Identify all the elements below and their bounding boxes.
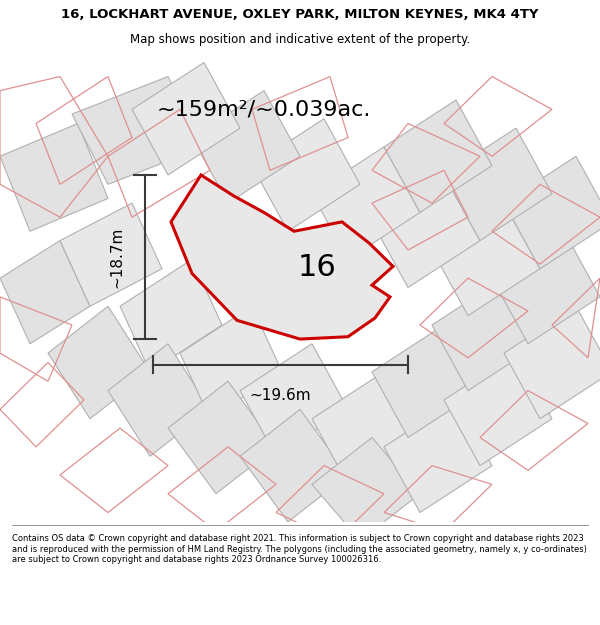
Text: ~159m²/~0.039ac.: ~159m²/~0.039ac. (157, 99, 371, 119)
Polygon shape (312, 147, 420, 259)
Polygon shape (444, 353, 552, 466)
Polygon shape (492, 231, 600, 344)
Polygon shape (171, 175, 393, 339)
Polygon shape (180, 306, 282, 419)
Polygon shape (240, 344, 348, 456)
Polygon shape (312, 438, 420, 541)
Text: Contains OS data © Crown copyright and database right 2021. This information is : Contains OS data © Crown copyright and d… (12, 534, 587, 564)
Polygon shape (240, 409, 348, 522)
Polygon shape (132, 62, 240, 175)
Polygon shape (432, 203, 540, 316)
Polygon shape (72, 76, 204, 184)
Polygon shape (504, 156, 600, 269)
Text: ~18.7m: ~18.7m (109, 226, 124, 288)
Polygon shape (372, 175, 480, 288)
Polygon shape (60, 203, 162, 306)
Polygon shape (372, 325, 480, 437)
Polygon shape (384, 100, 492, 212)
Polygon shape (432, 278, 540, 391)
Polygon shape (48, 306, 150, 419)
Polygon shape (384, 400, 492, 512)
Polygon shape (312, 372, 420, 484)
Polygon shape (444, 128, 552, 241)
Polygon shape (120, 259, 222, 372)
Text: 16: 16 (298, 253, 336, 282)
Polygon shape (252, 119, 360, 231)
Polygon shape (168, 381, 276, 494)
Polygon shape (108, 344, 210, 456)
Text: 16, LOCKHART AVENUE, OXLEY PARK, MILTON KEYNES, MK4 4TY: 16, LOCKHART AVENUE, OXLEY PARK, MILTON … (61, 8, 539, 21)
Text: ~19.6m: ~19.6m (250, 388, 311, 402)
Polygon shape (0, 241, 90, 344)
Polygon shape (0, 124, 108, 231)
Polygon shape (504, 306, 600, 419)
Text: Map shows position and indicative extent of the property.: Map shows position and indicative extent… (130, 33, 470, 46)
Polygon shape (192, 91, 300, 203)
